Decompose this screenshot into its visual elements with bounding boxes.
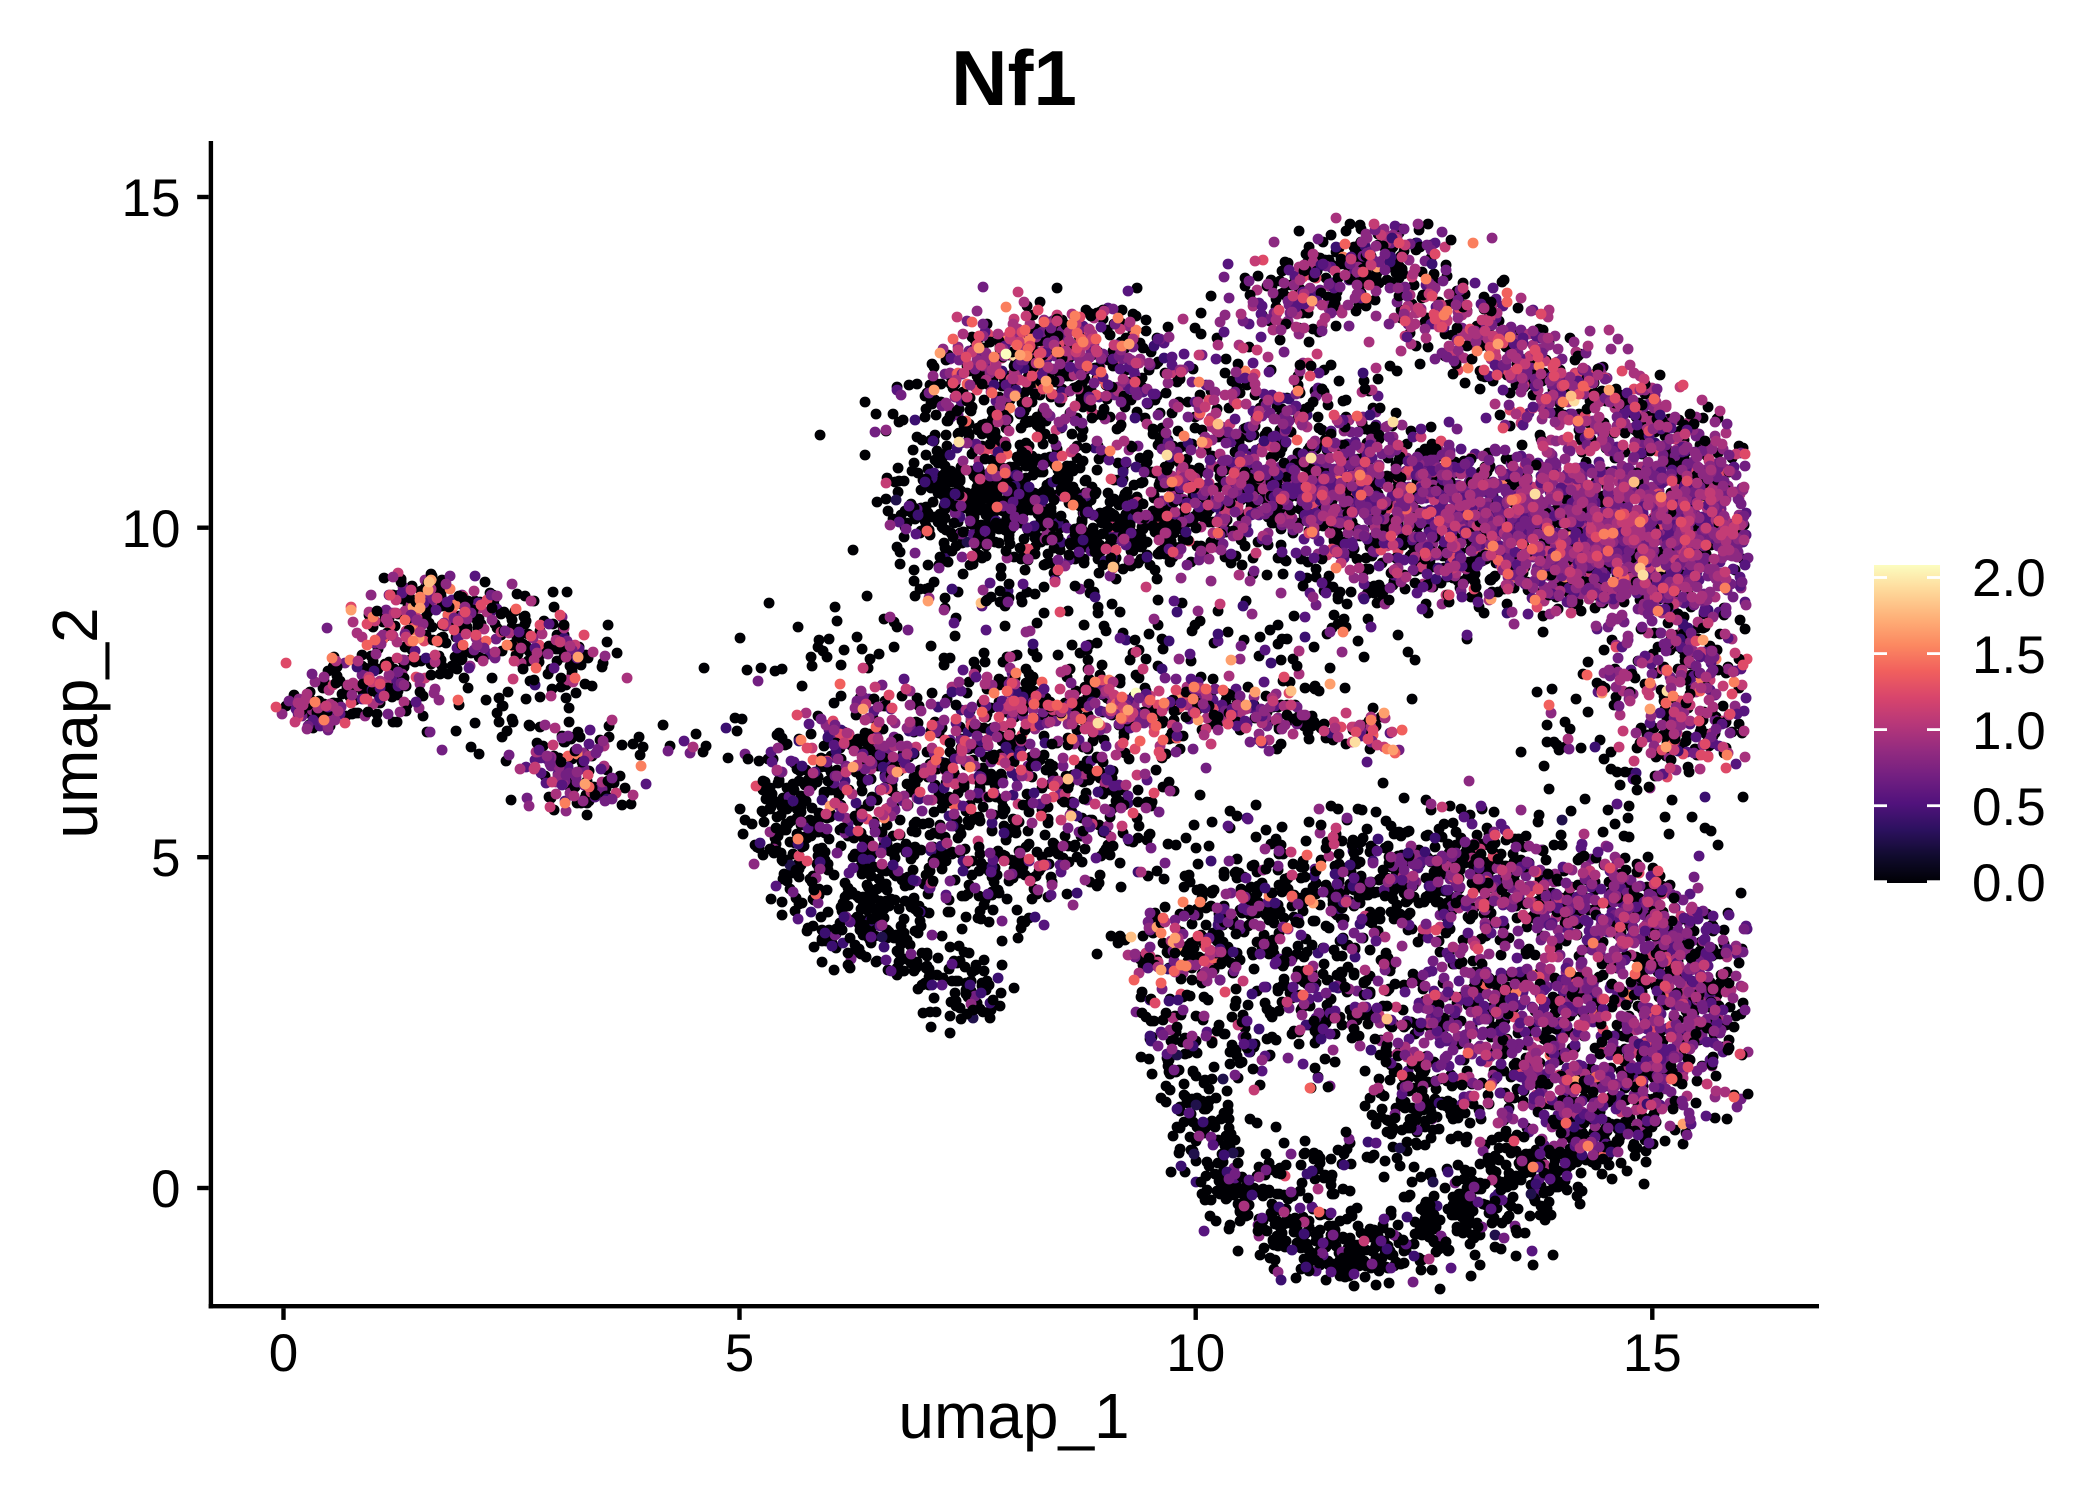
svg-text:0.5: 0.5 xyxy=(1972,778,2046,837)
svg-text:10: 10 xyxy=(1166,1324,1225,1383)
svg-text:1.5: 1.5 xyxy=(1972,626,2046,685)
svg-text:2.0: 2.0 xyxy=(1972,549,2046,608)
svg-text:0: 0 xyxy=(269,1324,298,1383)
svg-text:15: 15 xyxy=(1623,1324,1682,1383)
svg-text:0: 0 xyxy=(151,1160,180,1219)
svg-text:0.0: 0.0 xyxy=(1972,854,2046,913)
svg-text:10: 10 xyxy=(122,500,181,559)
svg-text:5: 5 xyxy=(725,1324,754,1383)
svg-text:5: 5 xyxy=(151,829,180,888)
svg-text:1.0: 1.0 xyxy=(1972,702,2046,761)
svg-text:umap_2: umap_2 xyxy=(39,607,111,838)
svg-text:15: 15 xyxy=(122,169,181,228)
svg-text:Nf1: Nf1 xyxy=(951,34,1077,122)
svg-text:umap_1: umap_1 xyxy=(898,1380,1129,1452)
